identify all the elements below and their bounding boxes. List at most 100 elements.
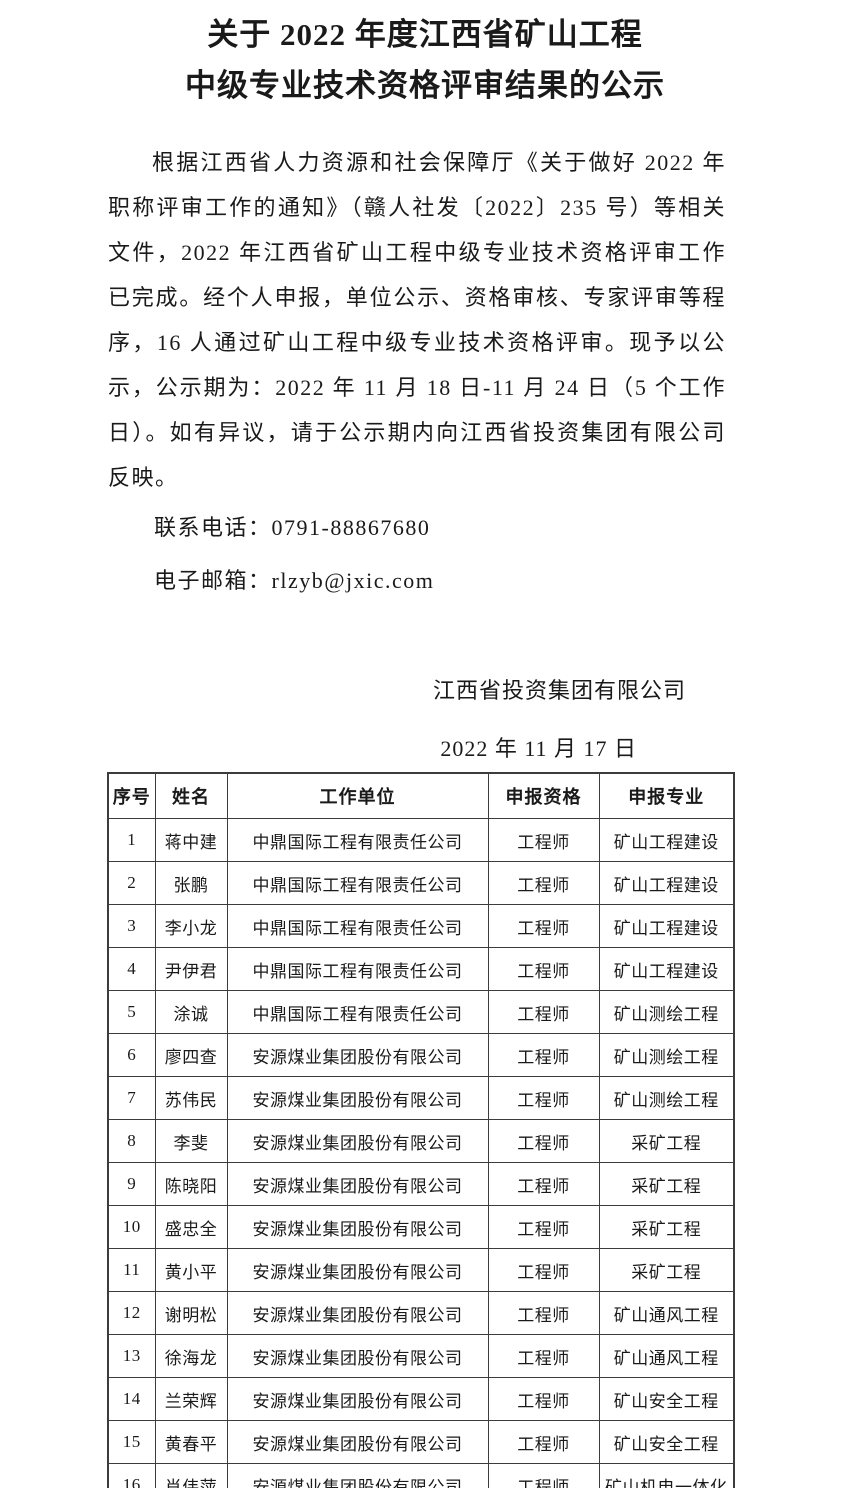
table-row: 14 兰荣辉 安源煤业集团股份有限公司 工程师 矿山安全工程 [107,1377,735,1421]
table-cell: 黄春平 [154,1420,228,1464]
table-header-row: 序号 姓名 工作单位 申报资格 申报专业 [107,772,735,819]
table-cell: 安源煤业集团股份有限公司 [226,1291,489,1335]
table-cell: 工程师 [487,1119,600,1163]
table-cell: 11 [107,1248,156,1292]
table-cell: 10 [107,1205,156,1249]
table-cell: 矿山工程建设 [598,947,735,991]
table-cell: 安源煤业集团股份有限公司 [226,1205,489,1249]
table-row: 13 徐海龙 安源煤业集团股份有限公司 工程师 矿山通风工程 [107,1334,735,1378]
table-cell: 工程师 [487,1076,600,1120]
table-cell: 2 [107,861,156,905]
table-cell: 1 [107,818,156,862]
table-cell: 安源煤业集团股份有限公司 [226,1377,489,1421]
contact-email: 电子邮箱：rlzyb@jxic.com [154,568,435,593]
table-cell: 安源煤业集团股份有限公司 [226,1076,489,1120]
table-cell: 7 [107,1076,156,1120]
table-row: 9 陈晓阳 安源煤业集团股份有限公司 工程师 采矿工程 [107,1162,735,1206]
table-cell: 矿山工程建设 [598,904,735,948]
table-cell: 矿山工程建设 [598,818,735,862]
contact-phone: 联系电话：0791-88867680 [154,515,431,540]
table-cell: 矿山机电一体化 [598,1463,735,1488]
table-cell: 工程师 [487,818,600,862]
table-cell: 矿山通风工程 [598,1334,735,1378]
table-cell: 3 [107,904,156,948]
table-header-cell: 姓名 [154,772,228,819]
table-cell: 张鹏 [154,861,228,905]
table-cell: 采矿工程 [598,1119,735,1163]
table-cell: 黄小平 [154,1248,228,1292]
table-cell: 矿山通风工程 [598,1291,735,1335]
table-cell: 6 [107,1033,156,1077]
table-header-cell: 申报资格 [487,772,600,819]
document-title: 关于 2022 年度江西省矿山工程 中级专业技术资格评审结果的公示 [0,9,850,111]
table-cell: 安源煤业集团股份有限公司 [226,1162,489,1206]
table-cell: 5 [107,990,156,1034]
table-cell: 安源煤业集团股份有限公司 [226,1248,489,1292]
table-cell: 安源煤业集团股份有限公司 [226,1420,489,1464]
table-row: 3 李小龙 中鼎国际工程有限责任公司 工程师 矿山工程建设 [107,904,735,948]
table-cell: 工程师 [487,1420,600,1464]
table-cell: 中鼎国际工程有限责任公司 [226,904,489,948]
table-cell: 尹伊君 [154,947,228,991]
table-row: 2 张鹏 中鼎国际工程有限责任公司 工程师 矿山工程建设 [107,861,735,905]
table-cell: 14 [107,1377,156,1421]
table-cell: 13 [107,1334,156,1378]
document-title-line-2: 中级专业技术资格评审结果的公示 [185,68,665,103]
table-cell: 矿山安全工程 [598,1420,735,1464]
table-cell: 盛忠全 [154,1205,228,1249]
table-cell: 安源煤业集团股份有限公司 [226,1463,489,1488]
table-cell: 安源煤业集团股份有限公司 [226,1033,489,1077]
table-cell: 中鼎国际工程有限责任公司 [226,818,489,862]
table-cell: 工程师 [487,1205,600,1249]
table-row: 8 李斐 安源煤业集团股份有限公司 工程师 采矿工程 [107,1119,735,1163]
table-cell: 苏伟民 [154,1076,228,1120]
notice-paragraph: 根据江西省人力资源和社会保障厅《关于做好 2022 年职称评审工作的通知》（赣人… [108,150,726,490]
table-cell: 工程师 [487,1377,600,1421]
table-cell: 工程师 [487,1334,600,1378]
table-cell: 工程师 [487,947,600,991]
table-cell: 陈晓阳 [154,1162,228,1206]
table-cell: 采矿工程 [598,1162,735,1206]
table-row: 4 尹伊君 中鼎国际工程有限责任公司 工程师 矿山工程建设 [107,947,735,991]
table-cell: 谢明松 [154,1291,228,1335]
results-table: 序号 姓名 工作单位 申报资格 申报专业 1 蒋中建 中鼎国际工程有限责任公司 工程师 矿山工程… [107,772,735,1488]
table-cell: 中鼎国际工程有限责任公司 [226,947,489,991]
table-cell: 矿山测绘工程 [598,990,735,1034]
table-cell: 15 [107,1420,156,1464]
results-table-body: 1 蒋中建 中鼎国际工程有限责任公司 工程师 矿山工程建设 2 张鹏 中鼎国际工程有限责任公司… [107,818,735,1488]
table-cell: 矿山测绘工程 [598,1033,735,1077]
issue-date: 2022 年 11 月 17 日 [440,736,637,761]
table-cell: 李斐 [154,1119,228,1163]
table-cell: 涂诚 [154,990,228,1034]
table-row: 11 黄小平 安源煤业集团股份有限公司 工程师 采矿工程 [107,1248,735,1292]
table-row: 15 黄春平 安源煤业集团股份有限公司 工程师 矿山安全工程 [107,1420,735,1464]
table-cell: 李小龙 [154,904,228,948]
table-cell: 工程师 [487,990,600,1034]
document-title-line-1: 关于 2022 年度江西省矿山工程 [207,17,643,52]
table-row: 5 涂诚 中鼎国际工程有限责任公司 工程师 矿山测绘工程 [107,990,735,1034]
table-cell: 肖伟萍 [154,1463,228,1488]
table-cell: 工程师 [487,1463,600,1488]
table-row: 1 蒋中建 中鼎国际工程有限责任公司 工程师 矿山工程建设 [107,818,735,862]
table-cell: 9 [107,1162,156,1206]
issuer-signature: 江西省投资集团有限公司 [432,678,686,703]
table-cell: 采矿工程 [598,1205,735,1249]
table-cell: 工程师 [487,904,600,948]
table-cell: 4 [107,947,156,991]
table-cell: 12 [107,1291,156,1335]
table-row: 7 苏伟民 安源煤业集团股份有限公司 工程师 矿山测绘工程 [107,1076,735,1120]
table-cell: 工程师 [487,861,600,905]
table-cell: 工程师 [487,1162,600,1206]
table-cell: 8 [107,1119,156,1163]
table-cell: 工程师 [487,1033,600,1077]
table-cell: 采矿工程 [598,1248,735,1292]
table-cell: 矿山测绘工程 [598,1076,735,1120]
table-header-cell: 工作单位 [226,772,489,819]
table-header-cell: 序号 [107,772,156,819]
table-cell: 矿山工程建设 [598,861,735,905]
table-row: 12 谢明松 安源煤业集团股份有限公司 工程师 矿山通风工程 [107,1291,735,1335]
table-cell: 工程师 [487,1291,600,1335]
table-cell: 徐海龙 [154,1334,228,1378]
table-cell: 中鼎国际工程有限责任公司 [226,861,489,905]
